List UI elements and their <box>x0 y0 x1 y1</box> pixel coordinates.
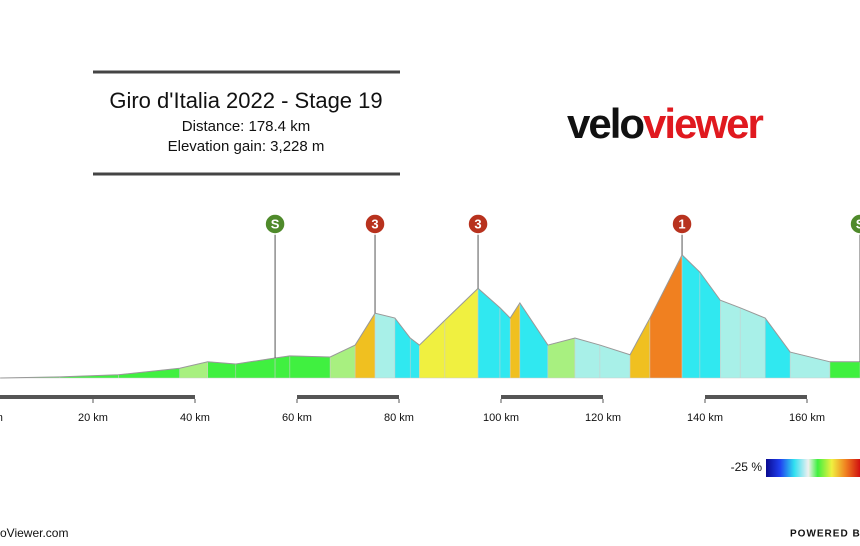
logo-part: velo <box>567 100 644 147</box>
x-tick-label: 20 km <box>78 412 108 424</box>
marker-badge <box>849 213 860 235</box>
marker-label: 1 <box>678 216 685 231</box>
profile-segment <box>720 299 741 379</box>
road-segment <box>603 395 705 399</box>
marker-label: S <box>856 216 860 231</box>
footer-text: oViewer.com <box>0 526 68 540</box>
x-tick-label: 100 km <box>483 412 519 424</box>
profile-outline <box>0 254 860 379</box>
x-tick-label: 40 km <box>180 412 210 424</box>
marker-badge <box>364 213 386 235</box>
marker-label: S <box>271 216 280 231</box>
profile-segment <box>829 361 860 379</box>
profile-segment <box>699 271 721 379</box>
x-tick-label: 80 km <box>384 412 414 424</box>
marker-label: 3 <box>371 216 378 231</box>
profile-segment <box>207 361 237 379</box>
profile-segment <box>354 312 376 379</box>
marker-badge <box>671 213 693 235</box>
x-tick-label: 160 km <box>789 412 825 424</box>
road-segment <box>807 395 860 399</box>
x-tick-label: 120 km <box>585 412 621 424</box>
chart-subtitle: Elevation gain: 3,228 m <box>168 138 325 155</box>
profile-segment <box>419 319 446 379</box>
legend-colorbar <box>766 459 860 477</box>
profile-segment <box>444 287 479 379</box>
profile-segment <box>394 317 411 379</box>
profile-segment <box>629 317 651 379</box>
marker-badge <box>467 213 489 235</box>
profile-segment <box>739 307 766 379</box>
profile-segment <box>681 254 701 379</box>
profile-segment <box>274 355 291 379</box>
profile-segment <box>329 344 356 379</box>
footer-text: POWERED BY <box>790 529 860 540</box>
profile-segment <box>179 361 208 379</box>
legend-label: -25 % <box>731 460 763 474</box>
profile-segment <box>519 302 549 379</box>
logo-part: viewer <box>643 100 763 147</box>
chart-subtitle: Distance: 178.4 km <box>182 118 310 135</box>
chart-title: Giro d'Italia 2022 - Stage 19 <box>109 88 382 113</box>
profile-segment <box>477 287 501 379</box>
x-tick-label: 0 km <box>0 412 3 424</box>
profile-segment <box>289 355 331 379</box>
road-segment <box>399 395 501 399</box>
profile-segment <box>789 351 831 379</box>
profile-segment <box>764 317 791 379</box>
x-tick-label: 140 km <box>687 412 723 424</box>
logo: veloviewer <box>567 100 763 147</box>
marker-label: 3 <box>474 216 481 231</box>
road-segment <box>195 395 297 399</box>
profile-segment <box>509 302 521 379</box>
profile-segment <box>499 307 511 379</box>
profile-segment <box>374 312 396 379</box>
marker-badge <box>264 213 286 235</box>
profile-segment <box>649 254 683 379</box>
x-tick-label: 60 km <box>282 412 312 424</box>
